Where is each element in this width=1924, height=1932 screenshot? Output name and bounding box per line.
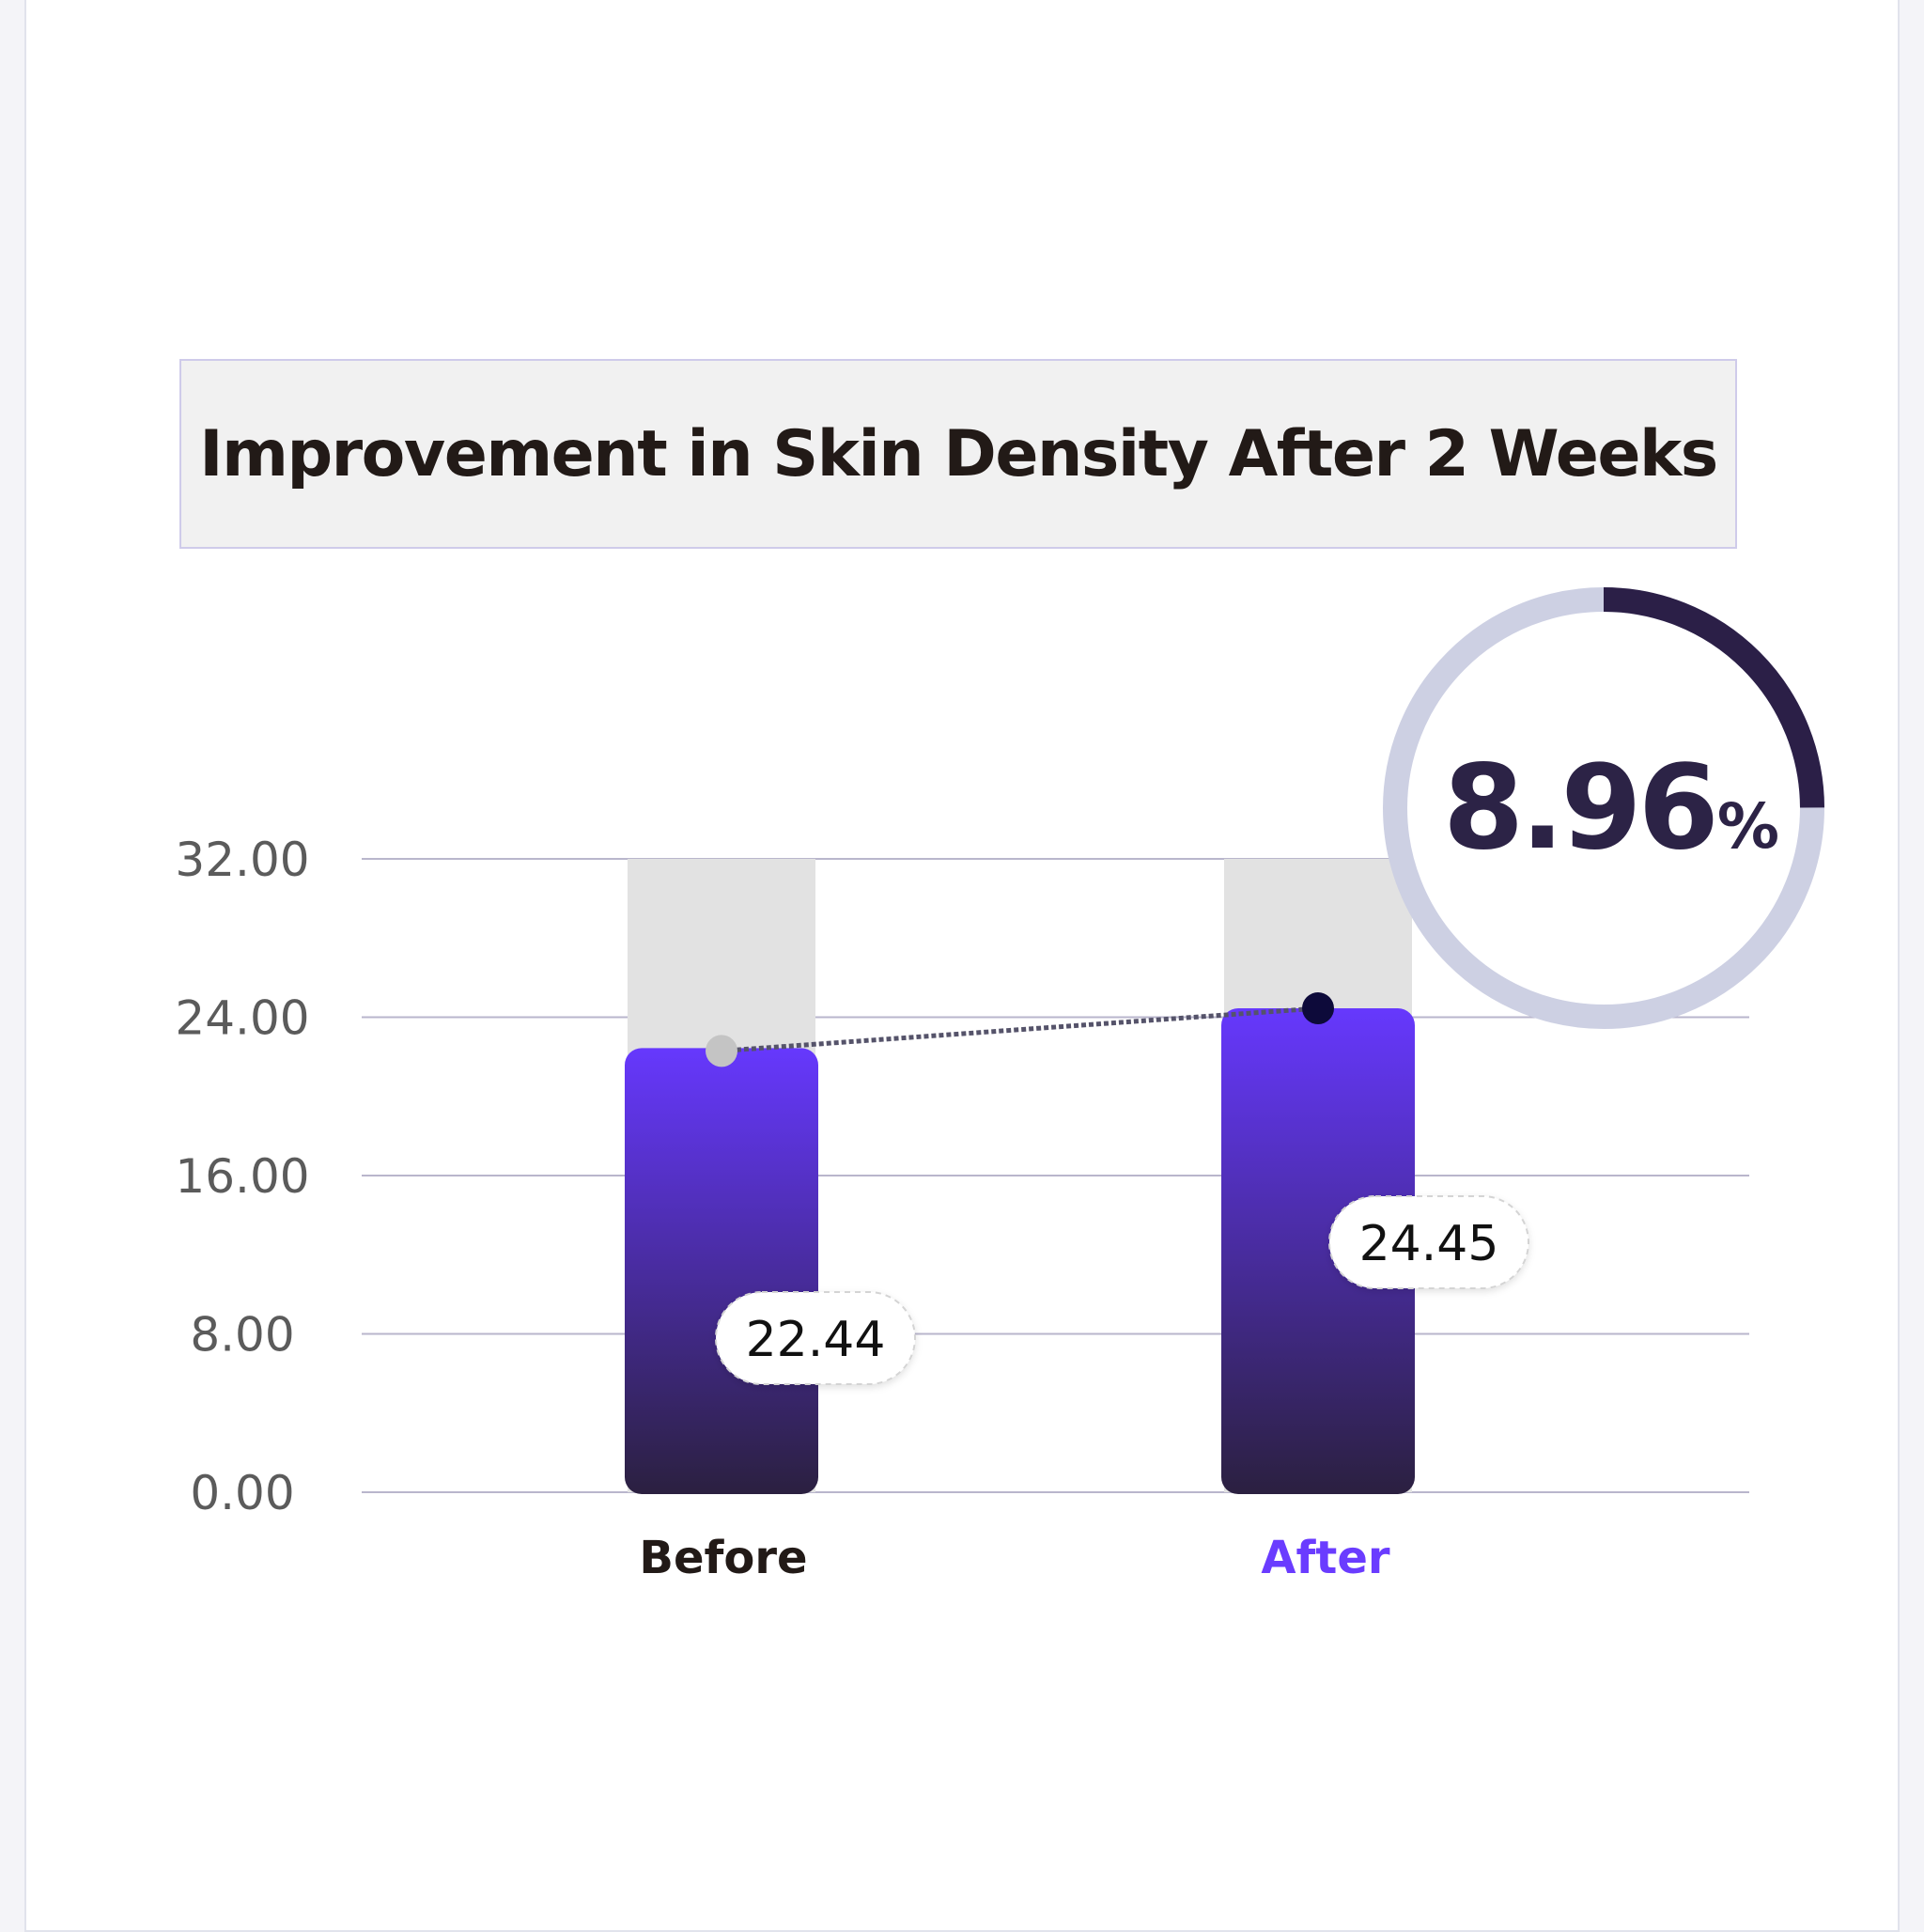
y-tick-label: 32.00 <box>175 833 309 887</box>
y-tick-label: 0.00 <box>190 1466 294 1520</box>
bar <box>1221 1008 1415 1494</box>
improvement-ring-progress <box>1603 587 1824 808</box>
chart-title: Improvement in Skin Density After 2 Week… <box>199 416 1718 491</box>
bar <box>625 1048 818 1494</box>
value-label: 22.44 <box>746 1312 886 1368</box>
chart-title-box: Improvement in Skin Density After 2 Week… <box>179 359 1737 549</box>
x-category-label: Before <box>639 1532 807 1584</box>
value-label-pill <box>715 1291 916 1385</box>
after-marker <box>1302 992 1334 1025</box>
y-tick-label: 16.00 <box>175 1149 309 1204</box>
before-marker <box>706 1035 737 1067</box>
value-label: 24.45 <box>1359 1216 1499 1272</box>
value-label-pill <box>1328 1195 1529 1289</box>
improvement-value: 8.96% <box>1443 740 1779 876</box>
y-tick-label: 24.00 <box>175 991 309 1046</box>
improvement-number: 8.96 <box>1443 740 1715 876</box>
x-category-label: After <box>1261 1532 1390 1584</box>
improvement-unit: % <box>1717 790 1779 863</box>
y-tick-label: 8.00 <box>190 1308 294 1363</box>
connector-line <box>721 1005 1319 1053</box>
